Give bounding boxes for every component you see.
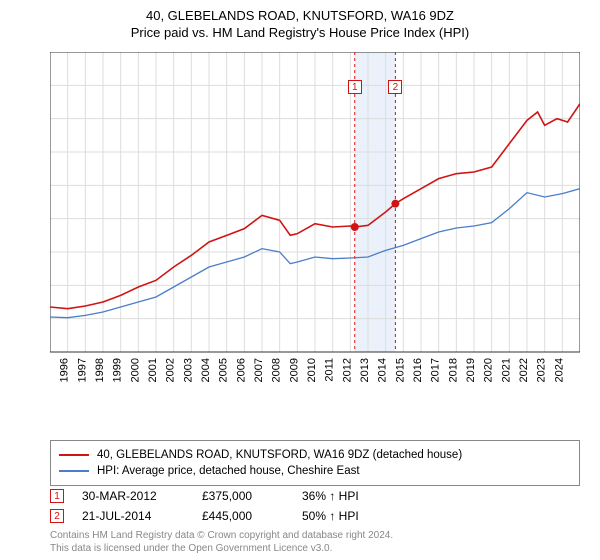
svg-text:2010: 2010 (306, 358, 318, 382)
svg-text:2009: 2009 (288, 358, 300, 382)
svg-text:1996: 1996 (59, 358, 71, 382)
svg-text:2005: 2005 (218, 358, 230, 382)
svg-text:2021: 2021 (500, 358, 512, 382)
footer: Contains HM Land Registry data © Crown c… (50, 530, 580, 555)
svg-text:2018: 2018 (447, 358, 459, 382)
svg-text:2022: 2022 (518, 358, 530, 382)
sale-marker-icon: 2 (50, 509, 64, 523)
svg-text:2019: 2019 (465, 358, 477, 382)
svg-text:2004: 2004 (200, 358, 212, 382)
svg-text:2003: 2003 (182, 358, 194, 382)
sale-price: £445,000 (202, 509, 302, 523)
footer-line-1: Contains HM Land Registry data © Crown c… (50, 530, 580, 543)
svg-text:2014: 2014 (377, 358, 389, 382)
sale-hpi: 50% ↑ HPI (302, 509, 422, 523)
svg-text:2013: 2013 (359, 358, 371, 382)
sale-row: 1 30-MAR-2012£375,00036% ↑ HPI (50, 486, 580, 506)
sale-marker-icon: 1 (50, 489, 64, 503)
svg-text:2024: 2024 (553, 358, 565, 382)
svg-text:2023: 2023 (536, 358, 548, 382)
legend-swatch (59, 454, 89, 456)
svg-text:1999: 1999 (112, 358, 124, 382)
svg-text:2007: 2007 (253, 358, 265, 382)
legend-box: 40, GLEBELANDS ROAD, KNUTSFORD, WA16 9DZ… (50, 440, 580, 486)
sale-rows: 1 30-MAR-2012£375,00036% ↑ HPI 2 21-JUL-201… (50, 486, 580, 526)
svg-text:2006: 2006 (235, 358, 247, 382)
svg-text:2016: 2016 (412, 358, 424, 382)
svg-text:2011: 2011 (324, 358, 336, 382)
chart-title: 40, GLEBELANDS ROAD, KNUTSFORD, WA16 9DZ (0, 0, 600, 23)
svg-text:2020: 2020 (483, 358, 495, 382)
sale-date: 30-MAR-2012 (82, 489, 202, 503)
svg-text:2008: 2008 (271, 358, 283, 382)
chart-area: £0£100K£200K£300K£400K£500K£600K£700K£80… (50, 52, 580, 392)
sale-date: 21-JUL-2014 (82, 509, 202, 523)
svg-text:2002: 2002 (165, 358, 177, 382)
svg-text:2012: 2012 (341, 358, 353, 382)
svg-text:1997: 1997 (76, 358, 88, 382)
svg-text:1995: 1995 (50, 358, 53, 382)
sale-row: 2 21-JUL-2014£445,00050% ↑ HPI (50, 506, 580, 526)
svg-text:2015: 2015 (394, 358, 406, 382)
footer-line-2: This data is licensed under the Open Gov… (50, 543, 580, 556)
sale-hpi: 36% ↑ HPI (302, 489, 422, 503)
legend-swatch (59, 470, 89, 472)
svg-text:2000: 2000 (129, 358, 141, 382)
svg-text:1998: 1998 (94, 358, 106, 382)
legend-label: HPI: Average price, detached house, Ches… (97, 465, 360, 477)
chart-container: 40, GLEBELANDS ROAD, KNUTSFORD, WA16 9DZ… (0, 0, 600, 560)
chart-subtitle: Price paid vs. HM Land Registry's House … (0, 23, 600, 46)
svg-text:2001: 2001 (147, 358, 159, 382)
legend-label: 40, GLEBELANDS ROAD, KNUTSFORD, WA16 9DZ… (97, 449, 462, 461)
svg-text:2017: 2017 (430, 358, 442, 382)
legend-item: HPI: Average price, detached house, Ches… (59, 463, 571, 479)
legend-item: 40, GLEBELANDS ROAD, KNUTSFORD, WA16 9DZ… (59, 447, 571, 463)
chart-svg: £0£100K£200K£300K£400K£500K£600K£700K£80… (50, 52, 580, 392)
sale-price: £375,000 (202, 489, 302, 503)
